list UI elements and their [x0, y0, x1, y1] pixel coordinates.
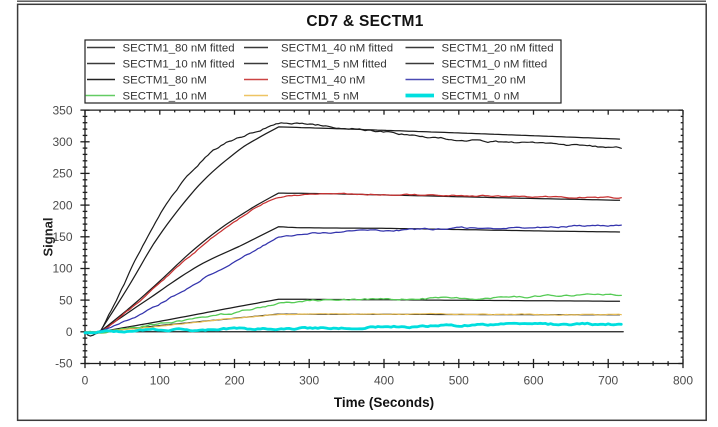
svg-text:100: 100 — [52, 262, 72, 276]
svg-text:Time (Seconds): Time (Seconds) — [334, 395, 434, 410]
svg-text:SECTM1_10 nM fitted: SECTM1_10 nM fitted — [123, 58, 235, 70]
svg-text:SECTM1_20 nM: SECTM1_20 nM — [442, 74, 526, 86]
svg-text:SECTM1_0 nM: SECTM1_0 nM — [442, 90, 520, 102]
svg-text:800: 800 — [673, 374, 693, 388]
svg-text:200: 200 — [224, 374, 244, 388]
svg-text:350: 350 — [52, 103, 72, 117]
svg-text:400: 400 — [374, 374, 394, 388]
svg-text:SECTM1_80 nM: SECTM1_80 nM — [123, 74, 207, 86]
svg-text:300: 300 — [52, 135, 72, 149]
svg-text:500: 500 — [449, 374, 469, 388]
svg-text:SECTM1_40 nM: SECTM1_40 nM — [281, 74, 365, 86]
svg-text:SECTM1_20 nM fitted: SECTM1_20 nM fitted — [442, 42, 554, 54]
svg-text:50: 50 — [59, 293, 73, 307]
svg-text:SECTM1_10 nM: SECTM1_10 nM — [123, 90, 207, 102]
svg-text:CD7 & SECTM1: CD7 & SECTM1 — [306, 13, 423, 30]
svg-text:300: 300 — [299, 374, 319, 388]
svg-text:SECTM1_5 nM fitted: SECTM1_5 nM fitted — [281, 58, 387, 70]
svg-text:-50: -50 — [55, 357, 73, 371]
svg-text:100: 100 — [150, 374, 170, 388]
svg-text:700: 700 — [598, 374, 618, 388]
svg-text:SECTM1_40 nM fitted: SECTM1_40 nM fitted — [281, 42, 393, 54]
svg-text:Signal: Signal — [41, 217, 56, 256]
svg-text:0: 0 — [66, 325, 73, 339]
svg-text:SECTM1_80 nM fitted: SECTM1_80 nM fitted — [123, 42, 235, 54]
svg-text:250: 250 — [52, 167, 72, 181]
svg-text:600: 600 — [523, 374, 543, 388]
svg-text:200: 200 — [52, 198, 72, 212]
svg-text:SECTM1_0 nM fitted: SECTM1_0 nM fitted — [442, 58, 548, 70]
svg-text:SECTM1_5 nM: SECTM1_5 nM — [281, 90, 359, 102]
svg-text:0: 0 — [82, 374, 89, 388]
svg-text:150: 150 — [52, 230, 72, 244]
